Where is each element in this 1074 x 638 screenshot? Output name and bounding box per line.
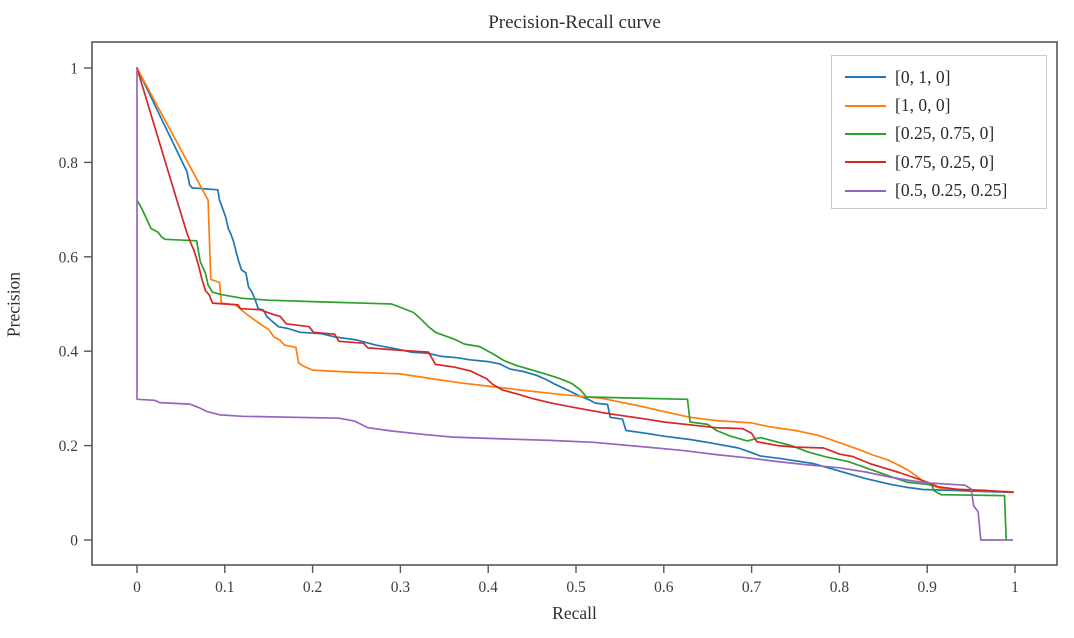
y-tick-label: 0.8 [59,155,79,172]
legend-label: [0, 1, 0] [895,66,951,87]
x-tick-label: 0 [133,579,141,596]
series-line-1 [136,67,1015,493]
x-tick-label: 0.5 [566,579,586,596]
legend-line-swatch [845,132,886,135]
legend-line-swatch [845,104,886,107]
legend-label: [0.5, 0.25, 0.25] [895,180,1008,201]
x-tick-label: 0.2 [303,579,322,596]
legend-item: [0, 1, 0] [832,63,1046,91]
x-tick-label: 0.9 [918,579,938,596]
legend-label: [0.75, 0.25, 0] [895,151,995,172]
series-line-0 [136,67,1012,494]
y-tick-label: 0 [70,533,78,550]
x-tick-label: 0.8 [830,579,850,596]
x-tick-label: 0.4 [479,579,499,596]
y-tick-label: 0.4 [59,344,79,361]
legend-item: [1, 0, 0] [832,91,1046,119]
y-axis-label: Precision [3,271,24,338]
legend: [0, 1, 0] [1, 0, 0] [0.25, 0.75, 0] [0.75, … [831,55,1047,209]
legend-label: [1, 0, 0] [895,95,951,116]
legend-line-swatch [845,76,886,79]
legend-line-swatch [845,161,886,164]
axes-frame [91,41,1058,566]
y-tick-label: 0.2 [59,438,78,455]
chart-title: Precision-Recall curve [488,12,661,33]
y-tick-label: 0.6 [59,249,79,266]
x-tick-label: 0.7 [742,579,762,596]
legend-item: [0.75, 0.25, 0] [832,148,1046,176]
legend-label: [0.25, 0.75, 0] [895,123,995,144]
legend-item: [0.25, 0.75, 0] [832,120,1046,148]
x-tick-label: 0.6 [654,579,674,596]
x-tick-label: 1 [1011,579,1019,596]
x-axis-label: Recall [552,603,597,623]
y-tick-label: 1 [70,61,78,78]
legend-line-swatch [845,189,886,192]
x-tick-label: 0.1 [215,579,234,596]
series-line-4 [136,67,1014,541]
legend-item: [0.5, 0.25, 0.25] [832,177,1046,205]
series-line-3 [136,67,1015,494]
series-line-2 [136,199,1008,541]
x-tick-label: 0.3 [391,579,411,596]
